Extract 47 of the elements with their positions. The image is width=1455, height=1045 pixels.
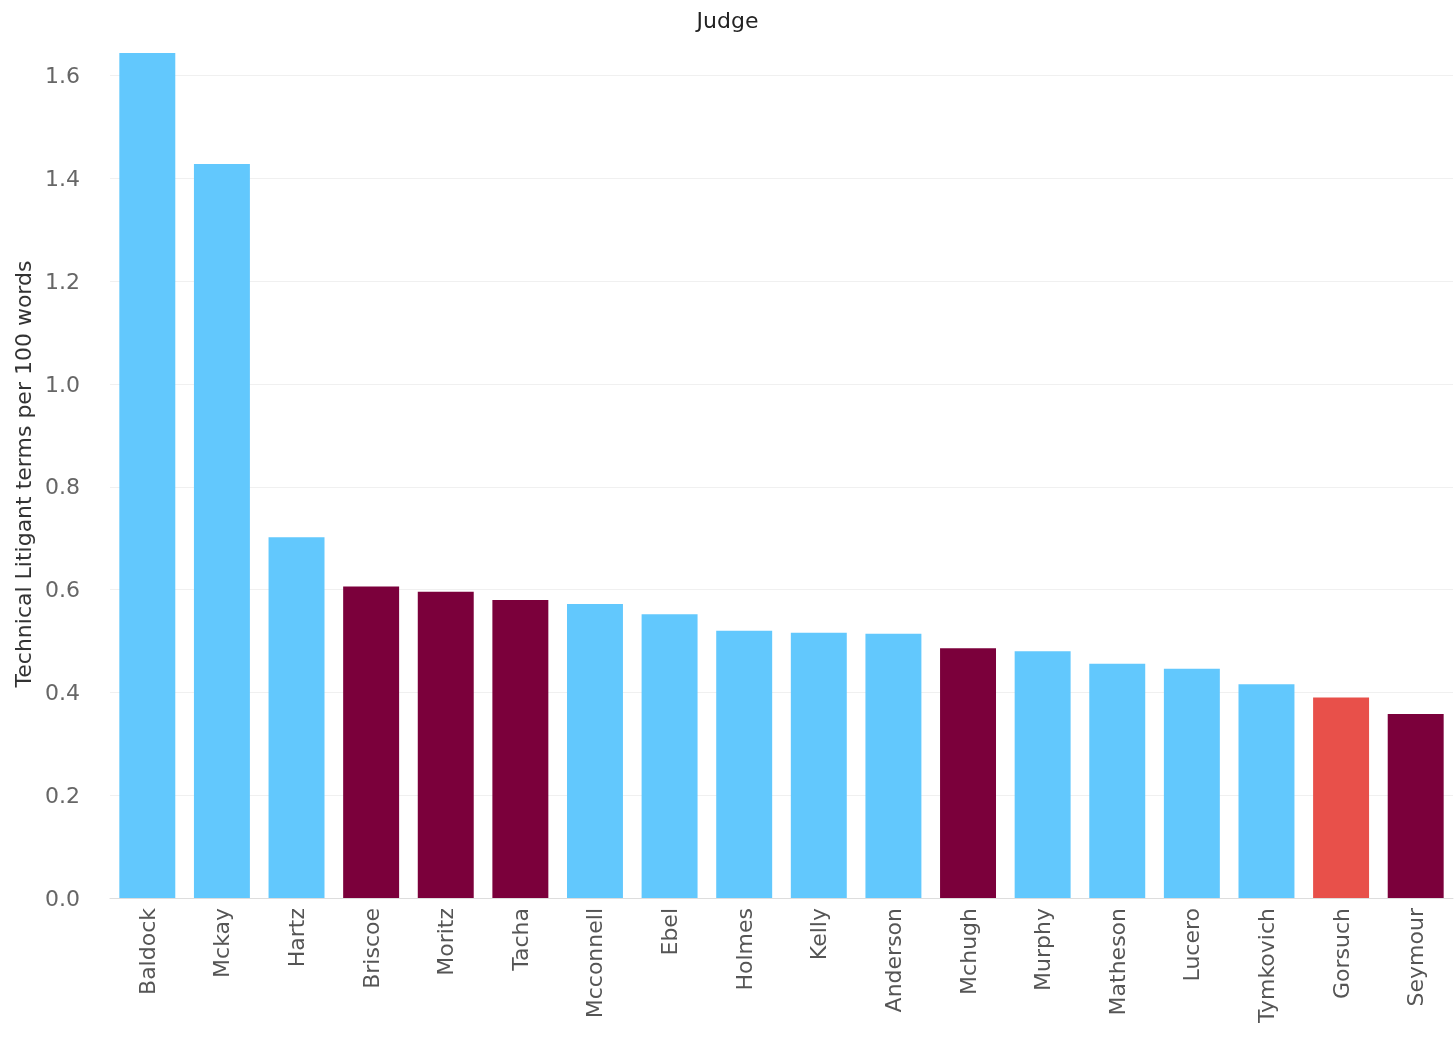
bar <box>865 633 922 898</box>
bar <box>1313 697 1370 898</box>
y-tick-label: 0.6 <box>45 577 80 603</box>
bar <box>716 630 773 898</box>
bar <box>268 537 325 898</box>
bar <box>1163 668 1220 898</box>
x-tick-label: Murphy <box>1030 908 1056 991</box>
x-tick-label: Mchugh <box>955 908 981 995</box>
x-tick-label: Matheson <box>1104 908 1130 1016</box>
bar <box>1014 651 1071 898</box>
bar <box>641 614 698 898</box>
bar <box>1238 684 1295 898</box>
x-tick-label: Lucero <box>1179 908 1205 982</box>
x-tick-label: Seymour <box>1403 907 1429 1007</box>
x-tick-label: Baldock <box>134 907 160 995</box>
bar <box>566 604 623 898</box>
x-tick-label: Tacha <box>507 908 533 972</box>
bar <box>790 632 847 898</box>
x-tick-label: Mcconnell <box>582 908 608 1019</box>
chart-title: Judge <box>694 7 759 33</box>
y-tick-label: 1.6 <box>45 63 80 89</box>
x-tick-label: Ebel <box>657 908 683 956</box>
x-tick-label: Kelly <box>806 908 832 961</box>
x-tick-label: Anderson <box>880 908 906 1013</box>
y-tick-label: 0.8 <box>45 474 80 500</box>
x-tick-label: Hartz <box>284 908 310 968</box>
bar <box>119 53 176 898</box>
x-tick-label: Holmes <box>731 908 757 991</box>
bar <box>417 591 474 898</box>
y-tick-label: 1.4 <box>45 165 80 191</box>
bar <box>343 586 400 898</box>
bar <box>193 164 250 898</box>
y-tick-label: 1.0 <box>45 371 80 397</box>
y-axis-title: Technical Litigant terms per 100 words <box>10 260 36 689</box>
x-tick-label: Briscoe <box>358 908 384 989</box>
y-tick-label: 1.2 <box>45 268 80 294</box>
bar <box>1089 663 1146 898</box>
x-tick-label: Moritz <box>433 908 459 976</box>
y-tick-label: 0.2 <box>45 782 80 808</box>
x-tick-label: Gorsuch <box>1328 908 1354 999</box>
bar <box>492 599 549 898</box>
bar <box>1387 714 1444 898</box>
x-tick-label: Tymkovich <box>1253 908 1279 1025</box>
x-tick-label: Mckay <box>209 908 235 978</box>
bar <box>940 648 997 898</box>
y-tick-label: 0.4 <box>45 679 80 705</box>
y-tick-label: 0.0 <box>45 885 80 911</box>
